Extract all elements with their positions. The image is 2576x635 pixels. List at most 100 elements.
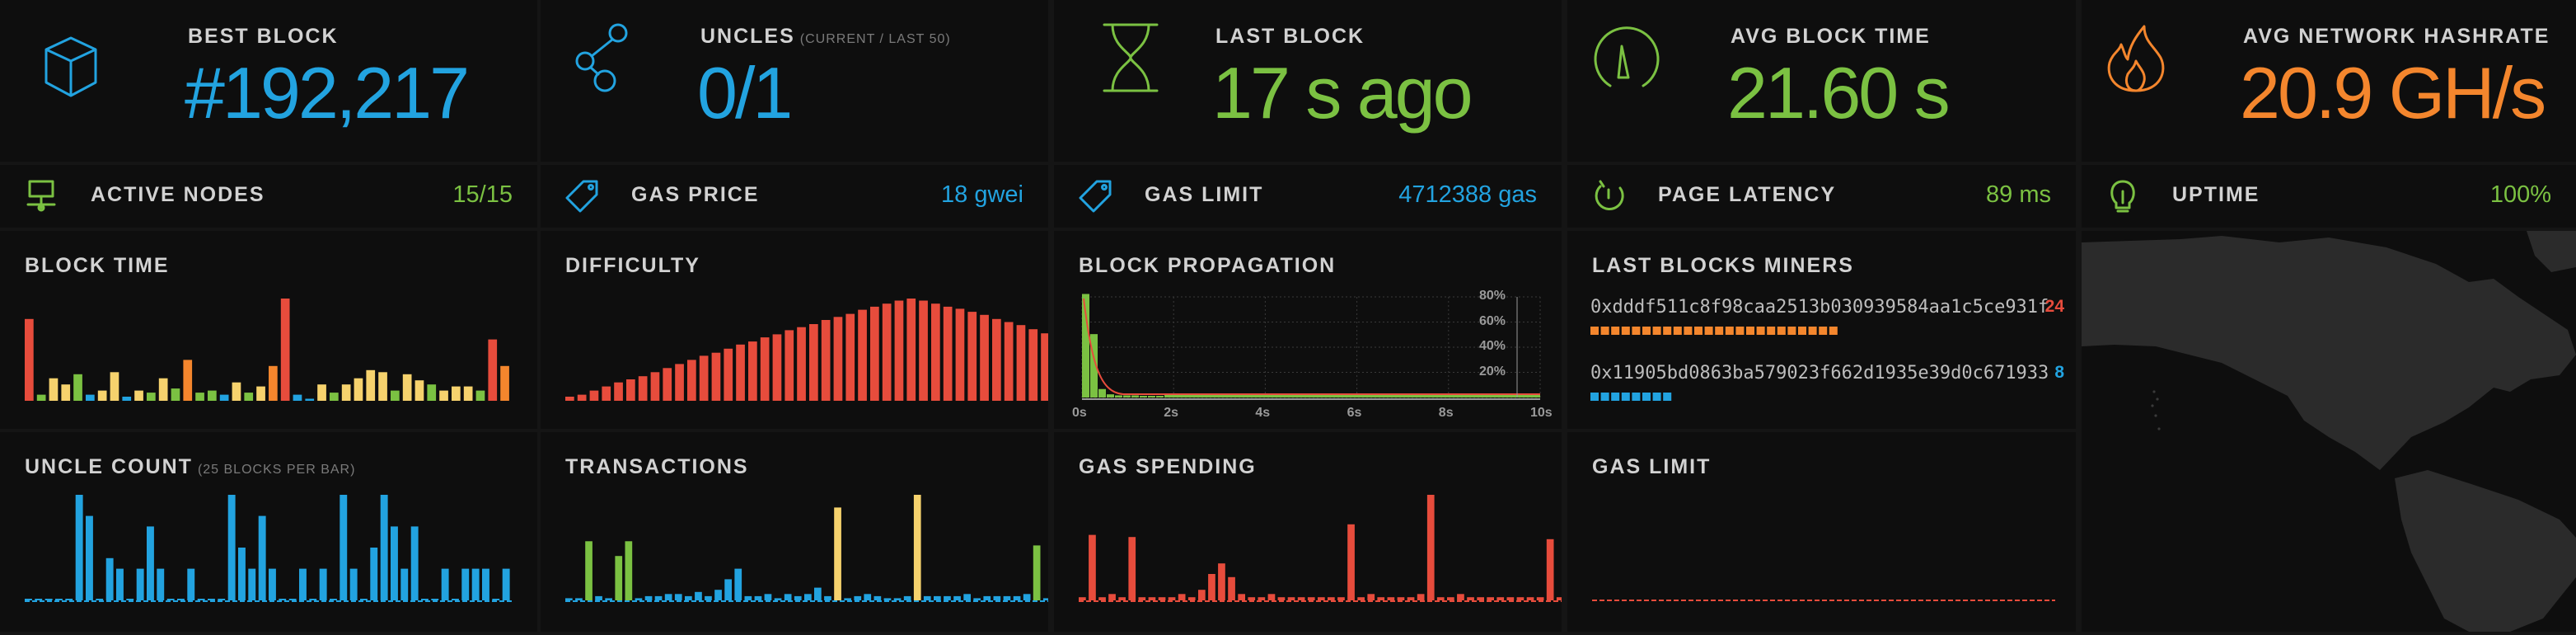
difficulty-bar[interactable] xyxy=(736,344,745,401)
difficulty-bar[interactable] xyxy=(894,300,904,402)
gas-spending-bar[interactable] xyxy=(1397,597,1405,600)
gas-spending-bar[interactable] xyxy=(1277,597,1286,600)
transactions-bar[interactable] xyxy=(664,594,672,600)
miner-block[interactable] xyxy=(1819,327,1828,335)
uncle-count-bar[interactable] xyxy=(166,599,175,600)
uncle-count-bar[interactable] xyxy=(330,599,337,600)
difficulty-bar[interactable] xyxy=(833,317,843,401)
uncle-count-bar[interactable] xyxy=(96,599,104,600)
uncle-count-bar[interactable] xyxy=(208,599,215,600)
miner-block[interactable] xyxy=(1694,327,1703,335)
transactions-bar[interactable] xyxy=(714,590,722,600)
transactions-bar[interactable] xyxy=(635,598,643,600)
uncle-count-bar[interactable] xyxy=(227,495,236,600)
gas-spending-bar[interactable] xyxy=(1208,574,1215,600)
gas-spending-bar[interactable] xyxy=(1118,597,1126,600)
difficulty-bar[interactable] xyxy=(711,352,721,401)
gas-spending-bar[interactable] xyxy=(1287,597,1295,600)
transactions-bar[interactable] xyxy=(565,598,573,600)
transactions-bar[interactable] xyxy=(695,591,702,600)
transactions-bar[interactable] xyxy=(993,595,1001,600)
difficulty-bar[interactable] xyxy=(955,308,965,401)
difficulty-bar[interactable] xyxy=(772,334,782,401)
gas-spending-bar[interactable] xyxy=(1526,597,1534,600)
gas-spending-bar[interactable] xyxy=(1467,597,1474,600)
gas-spending-bar[interactable] xyxy=(1218,563,1225,600)
transactions-bar[interactable] xyxy=(834,507,841,600)
uncle-count-bar[interactable] xyxy=(126,599,134,600)
propagation-bar[interactable] xyxy=(1107,394,1114,397)
block-time-bar[interactable] xyxy=(378,372,387,401)
transactions-bar[interactable] xyxy=(814,587,822,600)
transactions-bar[interactable] xyxy=(615,556,623,600)
gas-spending-bar[interactable] xyxy=(1297,597,1305,600)
uncle-count-bar[interactable] xyxy=(309,599,317,600)
uncle-count-bar[interactable] xyxy=(187,568,195,600)
difficulty-bar[interactable] xyxy=(626,379,635,401)
difficulty-bar[interactable] xyxy=(724,348,733,401)
transactions-bar[interactable] xyxy=(1042,598,1048,600)
uncle-count-bar[interactable] xyxy=(197,599,205,600)
propagation-bar[interactable] xyxy=(1115,395,1122,397)
block-time-bar[interactable] xyxy=(475,390,485,401)
uncle-count-bar[interactable] xyxy=(299,568,307,600)
transactions-bar[interactable] xyxy=(575,598,583,600)
miner-block[interactable] xyxy=(1787,327,1796,335)
difficulty-bar[interactable] xyxy=(638,376,648,401)
transactions-bar[interactable] xyxy=(944,595,951,600)
difficulty-bar[interactable] xyxy=(943,306,953,401)
gas-spending-bar[interactable] xyxy=(1228,576,1235,600)
transactions-bar[interactable] xyxy=(784,594,792,600)
block-time-bar[interactable] xyxy=(110,372,119,401)
miner-block[interactable] xyxy=(1621,327,1630,335)
transactions-bar[interactable] xyxy=(744,595,752,600)
gas-spending-bar[interactable] xyxy=(1198,590,1206,600)
uncle-count-bar[interactable] xyxy=(136,568,144,600)
gas-spending-bar[interactable] xyxy=(1516,597,1525,600)
difficulty-bar[interactable] xyxy=(821,320,831,401)
transactions-bar[interactable] xyxy=(903,595,911,600)
transactions-bar[interactable] xyxy=(963,594,971,600)
propagation-bar[interactable] xyxy=(1164,395,1540,397)
gas-spending-bar[interactable] xyxy=(1098,597,1106,600)
transactions-bar[interactable] xyxy=(804,594,812,600)
gas-spending-bar[interactable] xyxy=(1178,594,1186,600)
propagation-bar[interactable] xyxy=(1098,388,1106,397)
miner-block[interactable] xyxy=(1632,393,1641,401)
uncle-count-bar[interactable] xyxy=(400,568,409,600)
difficulty-bar[interactable] xyxy=(1028,329,1038,401)
gas-spending-bar[interactable] xyxy=(1318,597,1325,600)
transactions-bar[interactable] xyxy=(685,595,692,600)
block-time-bar[interactable] xyxy=(147,393,156,401)
gas-spending-bar[interactable] xyxy=(1506,597,1515,600)
gas-spending-bar[interactable] xyxy=(1258,597,1266,600)
transactions-bar[interactable] xyxy=(973,598,981,600)
block-time-bar[interactable] xyxy=(341,384,351,401)
miner-block[interactable] xyxy=(1715,327,1724,335)
uncle-count-bar[interactable] xyxy=(116,568,124,600)
uncle-count-bar[interactable] xyxy=(360,599,368,600)
transactions-bar[interactable] xyxy=(595,595,602,600)
propagation-bar[interactable] xyxy=(1082,294,1089,397)
block-time-bar[interactable] xyxy=(134,390,143,401)
uncle-count-bar[interactable] xyxy=(105,557,114,600)
uncle-count-bar[interactable] xyxy=(238,548,246,600)
miner-block[interactable] xyxy=(1611,327,1620,335)
difficulty-bar[interactable] xyxy=(748,341,757,401)
transactions-bar[interactable] xyxy=(923,595,931,600)
transactions-bar[interactable] xyxy=(983,595,991,600)
uncle-count-bar[interactable] xyxy=(380,495,388,600)
difficulty-bar[interactable] xyxy=(845,313,855,401)
gas-spending-bar[interactable] xyxy=(1556,597,1562,600)
miner-block[interactable] xyxy=(1829,327,1838,335)
propagation-bar[interactable] xyxy=(1090,334,1098,397)
gas-spending-bar[interactable] xyxy=(1426,495,1435,600)
transactions-bar[interactable] xyxy=(764,594,772,600)
transactions-bar[interactable] xyxy=(1023,594,1031,600)
uncle-count-bar[interactable] xyxy=(35,599,43,600)
block-time-bar[interactable] xyxy=(232,382,241,401)
uncle-count-bar[interactable] xyxy=(452,599,459,600)
uncle-count-bar[interactable] xyxy=(492,599,500,600)
uncle-count-bar[interactable] xyxy=(75,495,83,600)
uncle-count-bar[interactable] xyxy=(410,526,419,600)
